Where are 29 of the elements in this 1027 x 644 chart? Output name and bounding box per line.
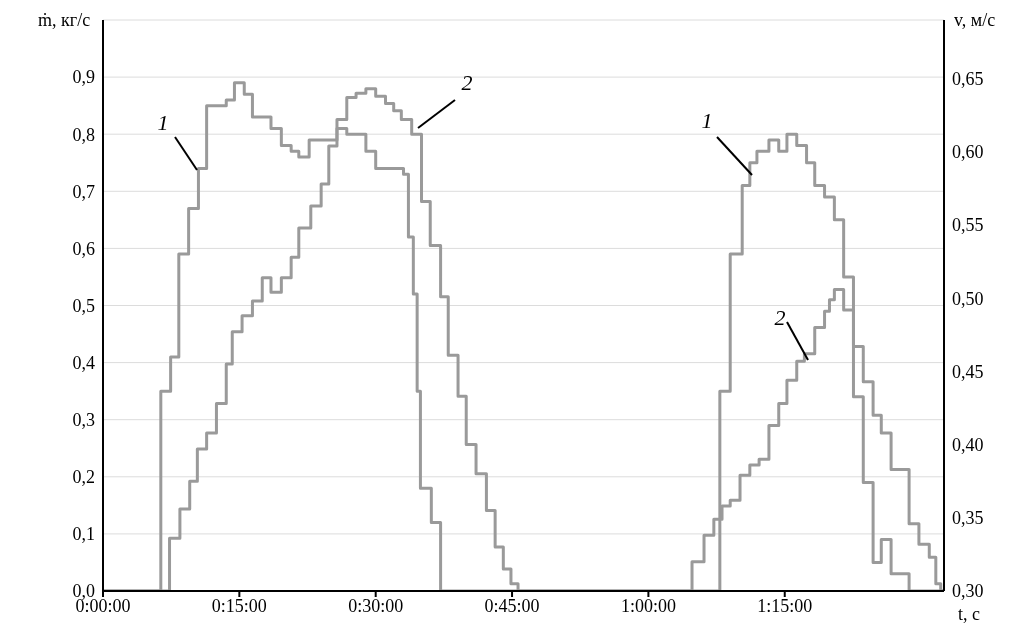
y-tick-label: 0,1 — [72, 524, 95, 545]
annotation: 1 — [157, 110, 169, 135]
y-tick-label: 0,5 — [72, 295, 95, 316]
y2-tick-label: 0,35 — [952, 508, 984, 529]
y2-tick-label: 0,45 — [952, 361, 984, 382]
x-tick-label: 0:30:00 — [348, 595, 404, 616]
y-tick-label: 0,2 — [72, 467, 95, 488]
annotation: 1 — [701, 108, 713, 133]
y2-tick-label: 0,40 — [952, 434, 984, 455]
y-tick-label: 0,9 — [72, 67, 95, 88]
y2-tick-label: 0,55 — [952, 215, 984, 236]
x-tick-label: 1:15:00 — [757, 595, 813, 616]
annotation: 2 — [774, 305, 786, 330]
x-tick-label: 0:15:00 — [211, 595, 267, 616]
y-tick-label: 0,3 — [72, 410, 95, 431]
y2-tick-label: 0,65 — [952, 68, 984, 89]
y-tick-label: 0,8 — [72, 124, 95, 145]
x-axis-title: t, с — [958, 604, 980, 625]
y-tick-label: 0,7 — [72, 181, 95, 202]
annotation: 2 — [461, 70, 473, 95]
y-axis-title: ṁ, кг/с — [38, 10, 91, 31]
x-tick-label: 1:00:00 — [620, 595, 676, 616]
y2-tick-label: 0,60 — [952, 142, 984, 163]
y-tick-label: 0,4 — [72, 352, 95, 373]
y2-axis-title: v, м/с — [954, 10, 996, 31]
y2-tick-label: 0,30 — [952, 581, 984, 602]
x-tick-label: 0:45:00 — [484, 595, 540, 616]
y-tick-label: 0,6 — [72, 238, 95, 259]
y2-tick-label: 0,50 — [952, 288, 984, 309]
